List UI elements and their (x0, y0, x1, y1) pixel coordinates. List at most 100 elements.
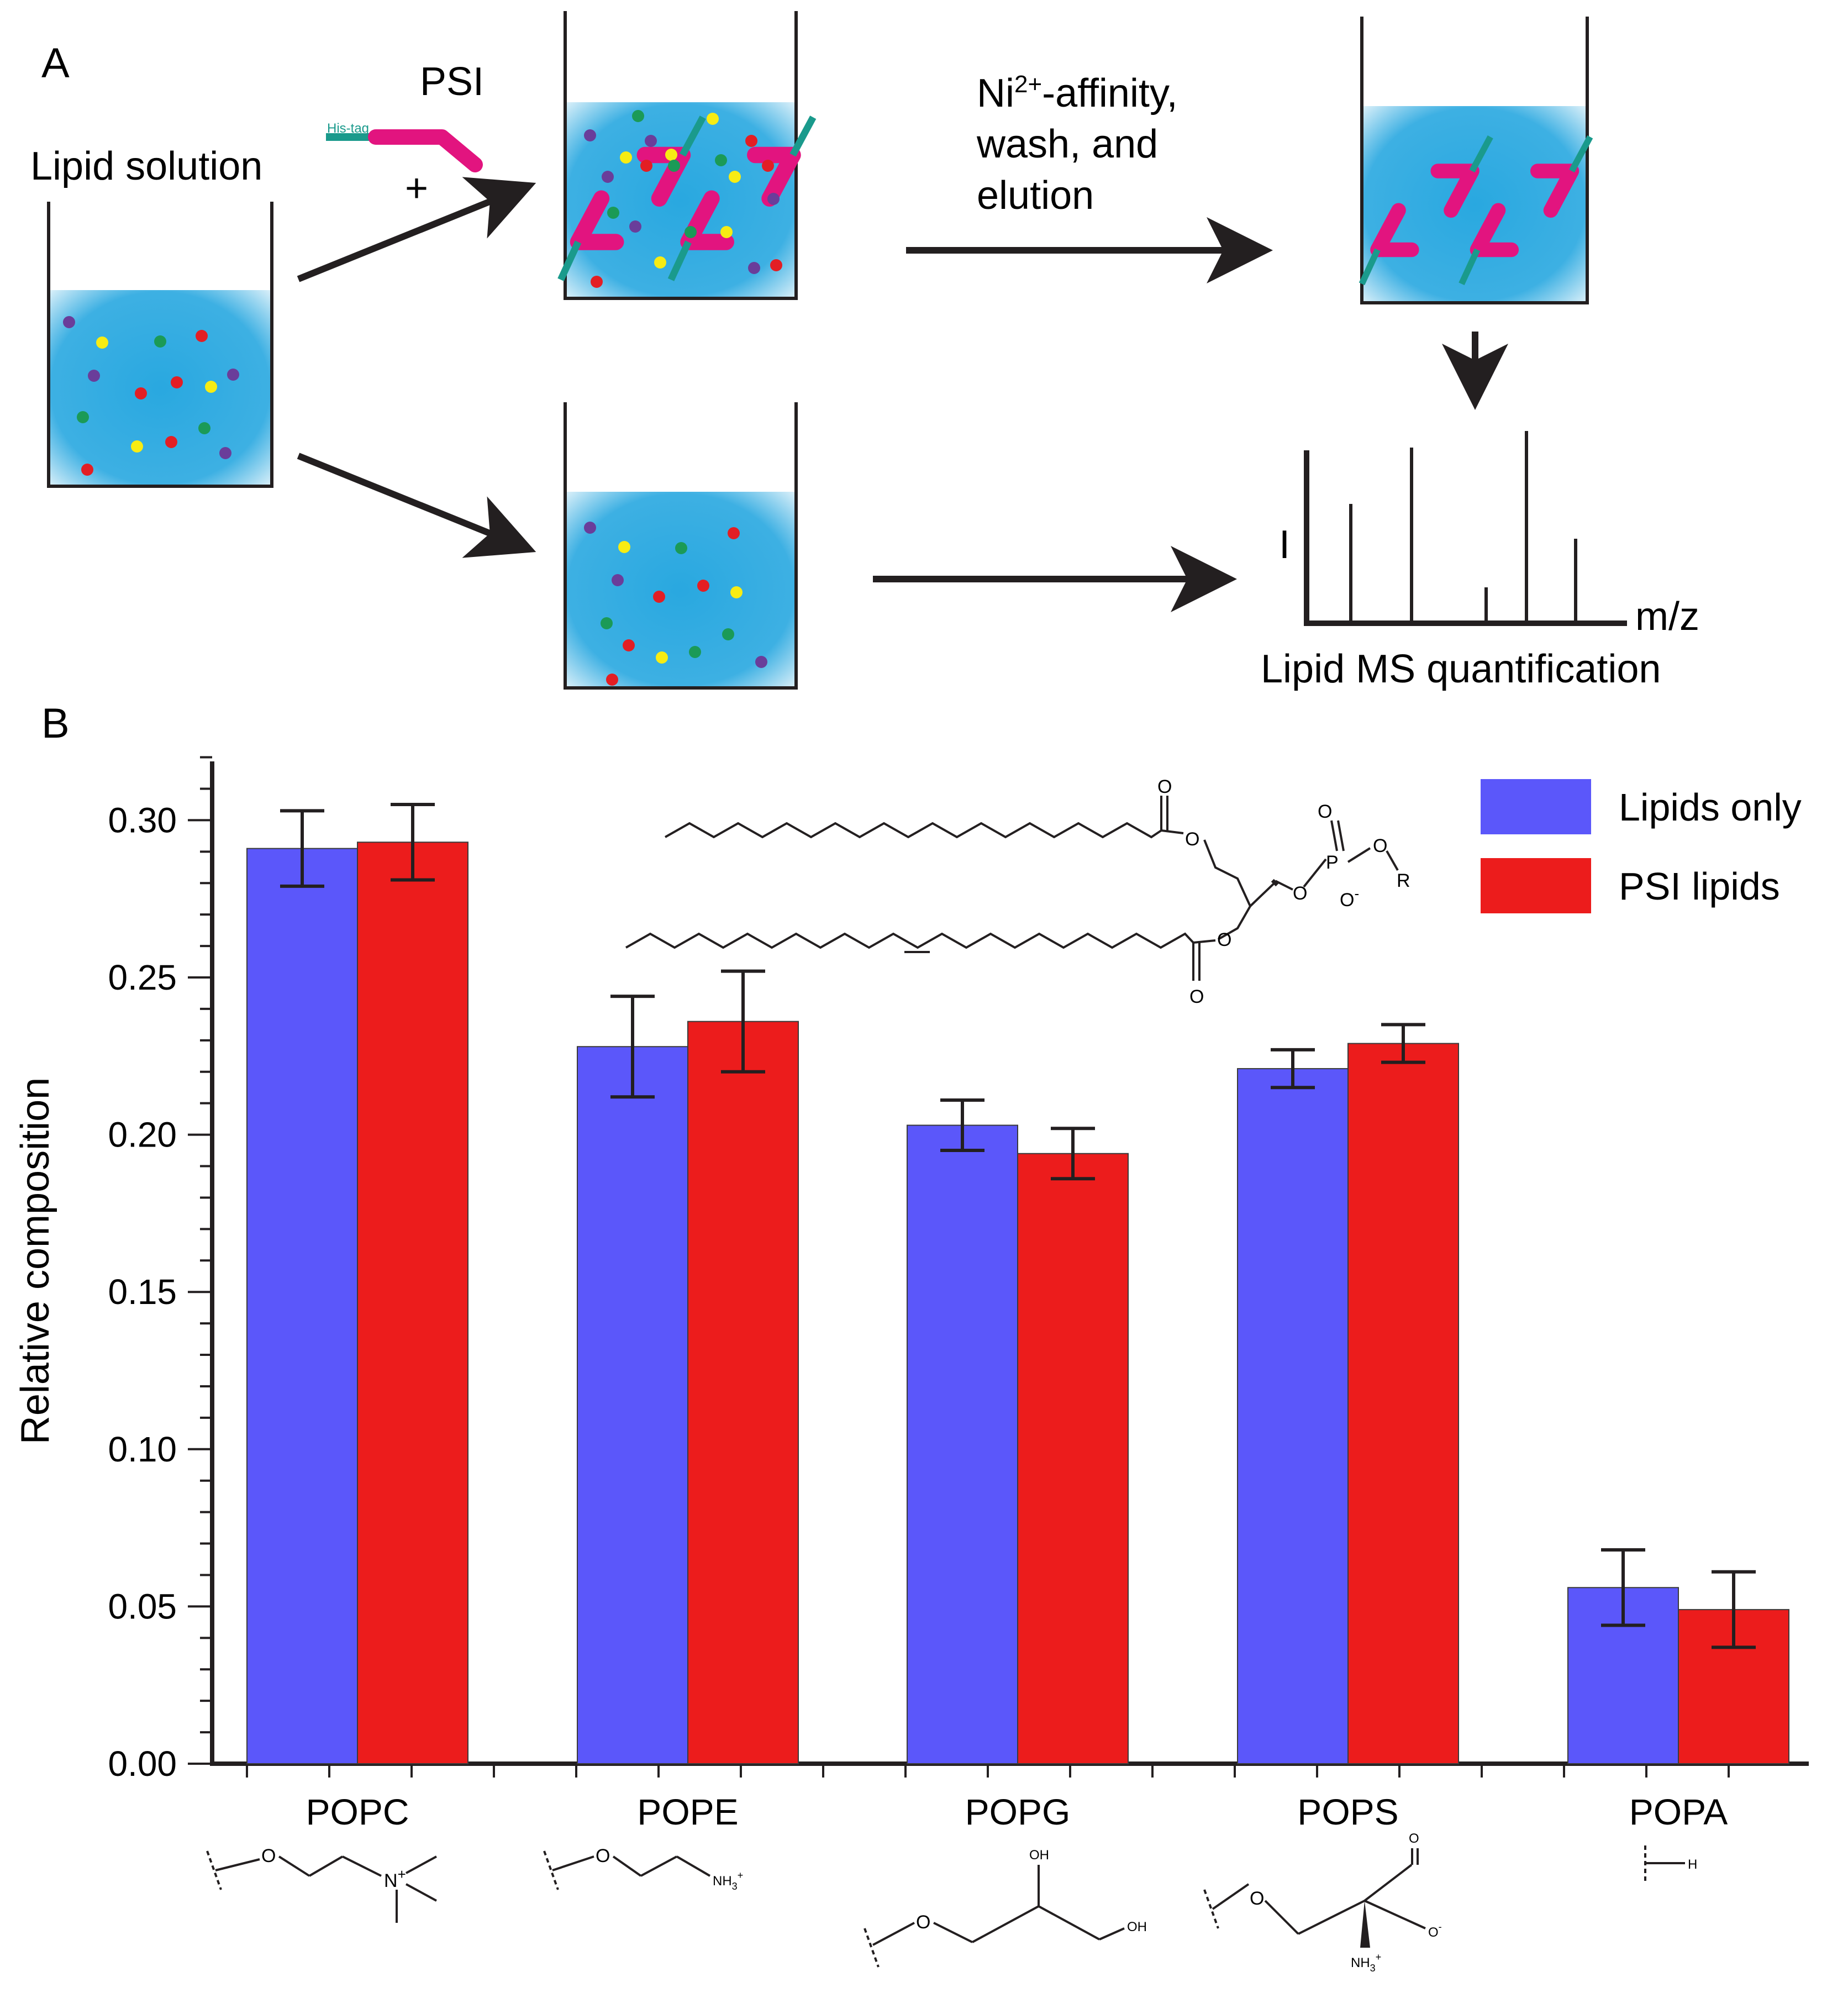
ni-wash-label: wash, and (976, 122, 1158, 166)
pope-atom-nh3: NH3+ (713, 1870, 743, 1892)
y-tick-label: 0.05 (108, 1586, 177, 1626)
his-tag-label: His-tag (327, 121, 369, 136)
atom-o-ester-2: O (1217, 929, 1231, 950)
popc-atom-n: N+ (384, 1866, 406, 1891)
ms-x-axis-label: m/z (1635, 595, 1699, 639)
legend-swatch-lipids-only (1481, 779, 1591, 834)
lipid-dot (656, 651, 668, 664)
lipid-dot (654, 256, 666, 269)
lipid-dot (675, 542, 687, 554)
arrow-to-psi-beaker (297, 177, 536, 282)
y-axis-label: Relative composition (13, 1077, 57, 1444)
error-bar (1051, 1127, 1095, 1181)
lipid-dot (729, 171, 741, 183)
panel-a: A Lipid solution His-tag PSI + Ni2+-affi… (30, 11, 1699, 691)
bars-group (246, 802, 1789, 1765)
pops-wedge-bond (1360, 1901, 1370, 1948)
beaker-control (564, 402, 798, 690)
psi-label: PSI (420, 60, 484, 104)
lipid-dot (720, 226, 733, 238)
bar-popg-psi-lipids (1017, 1153, 1129, 1764)
error-bar (940, 1098, 984, 1153)
headgroup-popc: O N+ (206, 1845, 437, 1923)
lipid-dot (623, 639, 635, 651)
lipid-dot (685, 226, 697, 238)
his-tag (1359, 248, 1381, 286)
lipid-dot (227, 369, 239, 381)
lipid-dot (620, 151, 632, 164)
his-tag (1469, 135, 1493, 173)
popc-atom-o: O (261, 1845, 276, 1866)
atom-r-group: R (1397, 870, 1410, 891)
panel-b-label: B (41, 700, 70, 747)
psi-nanodisc-icon (1359, 135, 1593, 286)
pops-atom-o-carbonyl: O (1409, 1831, 1419, 1846)
bar-popc-psi-lipids (357, 842, 468, 1764)
lipid-backbone-structure (625, 796, 1399, 981)
ms-y-axis-label: I (1279, 523, 1290, 567)
lipid-dot (640, 160, 652, 172)
lipid-dot (745, 135, 757, 147)
lipid-dot (612, 574, 624, 586)
atom-o-phosphate-ester: O (1293, 883, 1307, 904)
his-tag (557, 240, 582, 281)
lipid-dot (602, 171, 614, 183)
ms-caption: Lipid MS quantification (1261, 647, 1661, 691)
bar-popg-lipids-only (907, 1124, 1018, 1764)
headgroup-pope: O NH3+ (543, 1845, 743, 1892)
lipid-dot (689, 646, 701, 658)
category-label-popa: POPA (1629, 1791, 1728, 1832)
lipid-dot (755, 656, 767, 668)
lipid-dot (96, 336, 108, 349)
lipid-dot (131, 440, 143, 453)
beaker-psi-mix (557, 11, 817, 300)
atom-o-headgroup: O (1373, 835, 1387, 856)
atom-o-carbonyl-2: O (1189, 986, 1204, 1007)
error-bar (1381, 1023, 1425, 1064)
lipid-dot (770, 259, 782, 271)
plus-sign: + (405, 166, 428, 211)
pops-atom-o-minus: O- (1428, 1921, 1442, 1940)
lipid-dot (607, 207, 619, 219)
y-tick-label: 0.00 (108, 1744, 177, 1784)
lipid-dot (730, 586, 743, 598)
headgroup-popa: H (1644, 1845, 1697, 1881)
lipid-dot (632, 110, 644, 122)
lipid-dot (198, 422, 210, 434)
lipid-dot (668, 160, 680, 172)
lipid-dot (584, 522, 596, 534)
his-tag (679, 115, 706, 157)
popg-atom-o: O (916, 1912, 930, 1933)
beaker-solution-fill (49, 290, 272, 486)
lipid-dot (601, 617, 613, 629)
lipid-dot (81, 464, 93, 476)
category-label-popc: POPC (306, 1791, 409, 1832)
ms-spectrum: I m/z Lipid MS quantification (1261, 431, 1699, 691)
lipid-dots (584, 522, 767, 686)
lipid-dot (715, 154, 727, 166)
psi-protein-icon: His-tag (326, 121, 483, 172)
lipid-dot (722, 628, 734, 640)
popg-atom-oh1: OH (1029, 1848, 1049, 1863)
lipid-dot (728, 527, 740, 539)
y-tick-label: 0.30 (108, 800, 177, 840)
lipid-dot (205, 381, 217, 393)
bar-pops-lipids-only (1237, 1068, 1349, 1764)
beaker-solution-fill (565, 492, 796, 688)
category-label-popg: POPG (965, 1791, 1071, 1832)
lipid-dot (171, 376, 183, 388)
pops-atom-nh3: NH3+ (1351, 1952, 1381, 1974)
legend-label-lipids-only: Lipids only (1619, 786, 1802, 829)
lipid-dot (135, 387, 147, 399)
headgroup-popg: O OH OH (864, 1848, 1147, 1968)
headgroup-pops: O O O- NH3+ (1203, 1831, 1442, 1974)
lipid-dot (665, 149, 677, 161)
y-tick-label: 0.25 (108, 958, 177, 997)
lipid-dot (63, 316, 75, 328)
atom-phosphorus: P (1326, 852, 1339, 873)
ni-elution-label: elution (977, 173, 1094, 218)
error-bar (280, 809, 324, 888)
bar-pops-psi-lipids (1347, 1043, 1459, 1764)
lipid-dot (629, 220, 641, 233)
